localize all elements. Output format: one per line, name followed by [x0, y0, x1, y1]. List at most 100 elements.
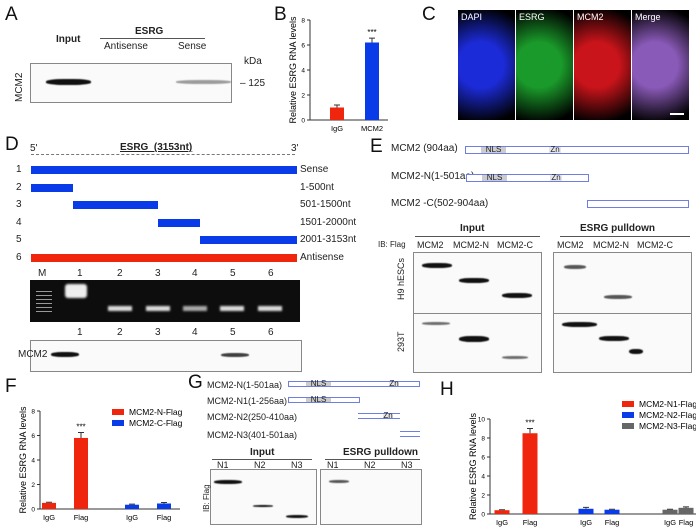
blot-protein-label: MCM2 [14, 72, 25, 102]
microscopy-mcm2: MCM2 [574, 10, 631, 120]
y-tick-label: 4 [481, 474, 485, 481]
error-bar [683, 506, 689, 508]
fragment-label: 1-500nt [300, 181, 334, 193]
x-tick-label: Flag [157, 513, 172, 522]
microscopy-merge: Merge [632, 10, 689, 120]
blot-lane-label: 1 [77, 327, 83, 338]
nls-domain: NLS [306, 380, 331, 388]
lane-label: N3 [401, 460, 413, 470]
bar [604, 509, 620, 514]
panel-label-h: H [440, 379, 454, 400]
fragment-bar [157, 218, 200, 227]
gel-lane-label: 1 [77, 268, 83, 279]
blot-lane-label: 5 [230, 327, 236, 338]
x-tick-label: IgG [664, 518, 676, 527]
legend-label: MCM2-C-Flag [129, 418, 183, 428]
g-ib-label: IB: Flag [202, 484, 211, 512]
fragment-label: 501-1500nt [300, 199, 351, 210]
g-input-header: Input [250, 447, 275, 458]
scale-bar [670, 113, 684, 115]
channel-label: ESRG [519, 12, 545, 22]
y-tick-label: 0 [481, 512, 485, 519]
sense-label: Sense [178, 41, 207, 52]
kda-label: kDa [244, 56, 262, 67]
blot-lane-label: 6 [268, 327, 274, 338]
y-tick-label: 2 [31, 482, 35, 489]
significance-label: *** [525, 419, 534, 428]
panel-label-c: C [422, 4, 436, 25]
input-label: Input [56, 34, 81, 45]
legend-label: MCM2-N3-Flag [639, 421, 696, 431]
error-bar [78, 431, 84, 438]
bar [74, 437, 88, 509]
error-bar [583, 506, 589, 509]
panel-label-a: A [5, 4, 18, 25]
x-tick-label: Flag [74, 513, 89, 522]
gel-lane-label: M [38, 268, 47, 279]
blot-e-input-h9 [413, 252, 542, 314]
divider [325, 459, 420, 460]
y-tick-label: 0 [31, 507, 35, 514]
blot-lane-label: 4 [192, 327, 198, 338]
g-pulldown-header: ESRG pulldown [343, 447, 418, 458]
bar [662, 509, 678, 514]
construct-mcm2-c: MCM2 -C(502-904aa) [391, 198, 489, 209]
x-tick-label: IgG [496, 518, 508, 527]
significance-label: *** [367, 28, 376, 37]
lane-label: MCM2 [557, 240, 584, 250]
row-number: 1 [16, 164, 22, 175]
lane-label: N3 [291, 460, 303, 470]
esrg-divider [100, 38, 205, 39]
legend-label: MCM2-N-Flag [129, 407, 183, 417]
row-number: 3 [16, 199, 22, 210]
y-tick-label: 8 [481, 436, 485, 443]
western-blot-a [30, 63, 232, 103]
row-number: 5 [16, 234, 22, 245]
five-prime-label: 5' [30, 143, 38, 154]
x-tick-label: Flag [523, 518, 538, 527]
error-bar [129, 503, 135, 505]
fragment-bar [73, 201, 158, 209]
channel-label: MCM2 [577, 12, 604, 22]
construct-mcm2-n: MCM2-N(1-501aa) [391, 171, 475, 182]
x-tick-label: Flag [679, 518, 694, 527]
lane-label: N1 [327, 460, 339, 470]
x-tick-label: IgG [126, 513, 138, 522]
error-bar [527, 428, 533, 434]
panel-label-b: B [274, 4, 287, 25]
e-pulldown-header: ESRG pulldown [580, 223, 655, 234]
zn-domain: Zn [550, 173, 562, 182]
divider [415, 236, 540, 237]
bar [330, 107, 344, 120]
x-tick-label: IgG [331, 124, 343, 133]
cell-label-293t: 293T [396, 331, 406, 352]
esrg-transcript-line [31, 154, 295, 155]
legend-label: MCM2-N2-Flag [639, 410, 696, 420]
nls-domain: NLS [482, 174, 507, 182]
y-tick-label: 0 [301, 118, 305, 125]
lane-label: N1 [217, 460, 229, 470]
construct-g-n1: MCM2-N1(1-256aa) [207, 396, 288, 406]
gel-lane-label: 5 [230, 268, 236, 279]
legend-swatch [112, 420, 124, 426]
microscopy-dapi: DAPI [458, 10, 515, 120]
fragment-label: Sense [300, 164, 329, 175]
blot-e-pulldown-293t [553, 313, 692, 373]
bar [678, 507, 694, 514]
x-tick-label: IgG [43, 513, 55, 522]
zn-domain: Zn [389, 379, 399, 388]
lane-label: MCM2-C [497, 240, 533, 250]
microscopy-esrg: ESRG [516, 10, 573, 120]
x-tick-label: MCM2 [361, 124, 383, 133]
row-number: 2 [16, 181, 22, 193]
mcm2-n-bar: NLS Zn [466, 174, 589, 182]
lane-label: MCM2 [417, 240, 444, 250]
mcm2-n3-bar [400, 431, 420, 437]
panel-label-f: F [5, 376, 17, 397]
fragment-bar [199, 236, 297, 244]
lane-label: N2 [254, 460, 266, 470]
y-axis-label: Relative ESRG RNA levels [18, 406, 28, 514]
y-tick-label: 4 [301, 68, 305, 75]
mcm2-c-bar [587, 200, 689, 208]
zn-domain: Zn [383, 411, 393, 420]
